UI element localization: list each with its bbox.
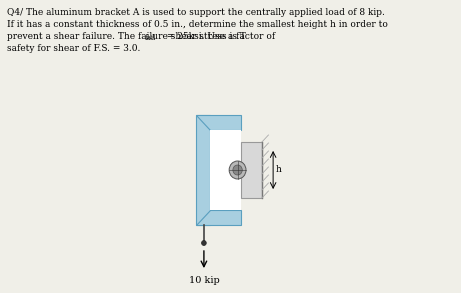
Polygon shape xyxy=(196,115,211,225)
Circle shape xyxy=(201,241,206,246)
Polygon shape xyxy=(211,130,241,210)
Text: prevent a shear failure. The failure shear stress is T: prevent a shear failure. The failure she… xyxy=(7,32,246,41)
Circle shape xyxy=(229,161,246,179)
Polygon shape xyxy=(196,210,241,225)
Polygon shape xyxy=(241,142,262,198)
Polygon shape xyxy=(196,115,241,130)
Circle shape xyxy=(233,165,242,175)
Text: Q4/ The aluminum bracket A is used to support the centrally applied load of 8 ki: Q4/ The aluminum bracket A is used to su… xyxy=(7,8,385,17)
Text: h: h xyxy=(276,166,282,175)
Text: safety for shear of F.S. = 3.0.: safety for shear of F.S. = 3.0. xyxy=(7,44,141,53)
Text: = 25ksi. Use a factor of: = 25ksi. Use a factor of xyxy=(164,32,275,41)
Text: If it has a constant thickness of 0.5 in., determine the smallest height h in or: If it has a constant thickness of 0.5 in… xyxy=(7,20,388,29)
Text: 10 kip: 10 kip xyxy=(189,276,219,285)
Text: fail: fail xyxy=(145,35,156,42)
